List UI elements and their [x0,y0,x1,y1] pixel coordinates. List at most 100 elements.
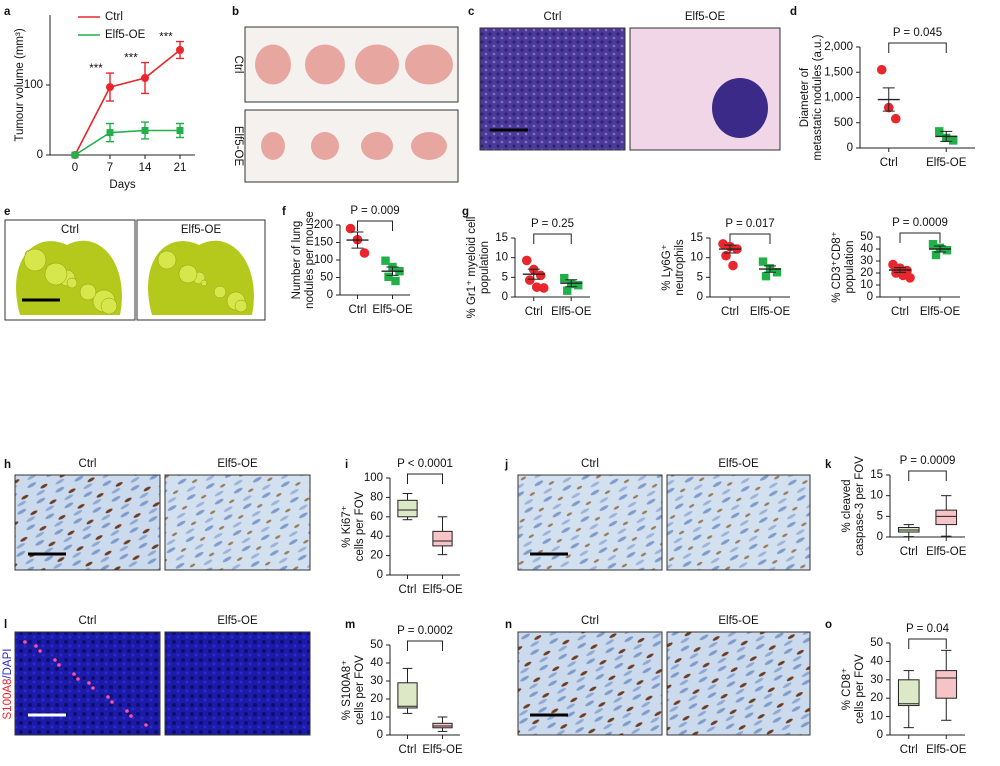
image-label: Ctrl [581,458,599,470]
p-bracket [729,233,771,244]
image [666,474,811,571]
positive-cell [106,695,110,699]
p-value: P < 0.0001 [397,458,453,470]
positive-cell [34,644,38,648]
y-axis-label: % Gr1⁺ myeloid cell [466,217,478,319]
image [517,474,663,571]
y-tick-label: 0 [877,531,883,543]
nodule [200,279,208,287]
panel-letter: a [4,6,11,18]
y-tick-label: 0 [867,291,873,303]
box [432,530,453,547]
y-tick-label: 500 [834,117,853,129]
y-axis-label: % cleaved [841,479,853,532]
panel-letter: l [4,619,7,631]
y-axis-label: caspase-3 per FOV [854,456,866,556]
data-point [931,250,941,260]
data-point [538,283,549,293]
x-tick-label: Elf5-OE [422,744,463,756]
y-tick-label: 1,000 [824,92,853,104]
y-tick-label: 30 [370,675,383,687]
x-tick-label: Elf5-OE [926,546,967,558]
p-value: P = 0.0002 [397,625,453,637]
image-label: Elf5-OE [181,224,222,236]
y-tick-label: 0 [502,291,508,303]
y-tick-label: 40 [870,655,883,667]
y-tick-label: 50 [870,637,883,649]
legend-label: Elf5-OE [105,29,146,41]
y-axis-label: metastatic nodules (a.u.) [812,34,824,160]
y-tick-label: 30 [860,255,873,267]
p-bracket [533,233,572,244]
data-point [141,74,149,82]
x-tick-label: Elf5-OE [920,306,961,318]
sem-bar [894,267,906,273]
nodule [234,299,248,313]
x-tick-label: Ctrl [900,744,918,756]
panel-letter: m [345,619,355,631]
significance: *** [159,32,173,44]
p-value: P = 0.0009 [900,455,956,467]
y-tick-label: 15 [495,232,508,244]
y-tick-label: 10 [870,711,883,723]
data-point [905,273,915,283]
nodule [44,262,68,286]
positive-cell [53,658,57,662]
x-tick-label: Ctrl [721,306,739,318]
nodule [23,248,47,272]
data-point [935,127,944,136]
y-tick-label: 40 [860,243,873,255]
x-tick-label: Elf5-OE [926,157,967,169]
data-point [758,257,768,266]
y-axis-label: neutrophils [674,239,686,296]
tumour [261,132,285,160]
data-point [359,248,370,258]
x-tick-label: Ctrl [399,744,417,756]
positive-cell [38,649,42,653]
data-point [949,136,958,145]
y-tick-label: 2,000 [824,41,853,53]
y-tick-label: 0 [377,729,383,741]
box [397,682,418,709]
stain-name: S100A8 [2,679,14,720]
data-point [71,151,79,159]
p-value: P = 0.017 [725,218,774,230]
image-label: Elf5-OE [217,615,258,627]
legend-label: Ctrl [105,11,123,23]
y-tick-label: 100 [314,254,333,266]
y-tick-label: 0 [847,142,853,154]
panel-letter: i [345,459,348,471]
nodule [178,264,198,284]
p-value: P = 0.25 [531,218,574,230]
y-tick-label: 50 [370,639,383,651]
y-tick-label: 60 [370,511,383,523]
x-tick-label: Elf5-OE [372,304,413,316]
positive-cell [91,686,95,690]
image [164,631,311,736]
y-tick-label: 5 [697,271,703,283]
data-point [563,286,572,295]
panel-letter: o [825,619,832,631]
x-tick-label: Ctrl [891,306,909,318]
p-bracket [357,220,393,231]
nodule [79,283,97,301]
y-tick-label: 10 [860,279,873,291]
data-point [761,271,771,281]
tumour [355,44,399,85]
sem-bar [940,130,953,142]
significance: *** [89,63,103,75]
data-point [384,272,393,281]
data-point [531,282,542,292]
image-label: Ctrl [79,615,97,627]
sem-bar [565,279,578,288]
data-point [345,223,356,234]
y-axis-label: % Ki67⁺ [341,505,353,548]
tumour [255,44,291,85]
y-tick-label: 50 [860,231,873,243]
sem-bar [764,265,776,273]
series-line [74,49,181,156]
series-line [74,129,180,156]
panel-letter: n [505,619,512,631]
positive-cell [76,677,80,681]
positive-cell [144,723,148,727]
